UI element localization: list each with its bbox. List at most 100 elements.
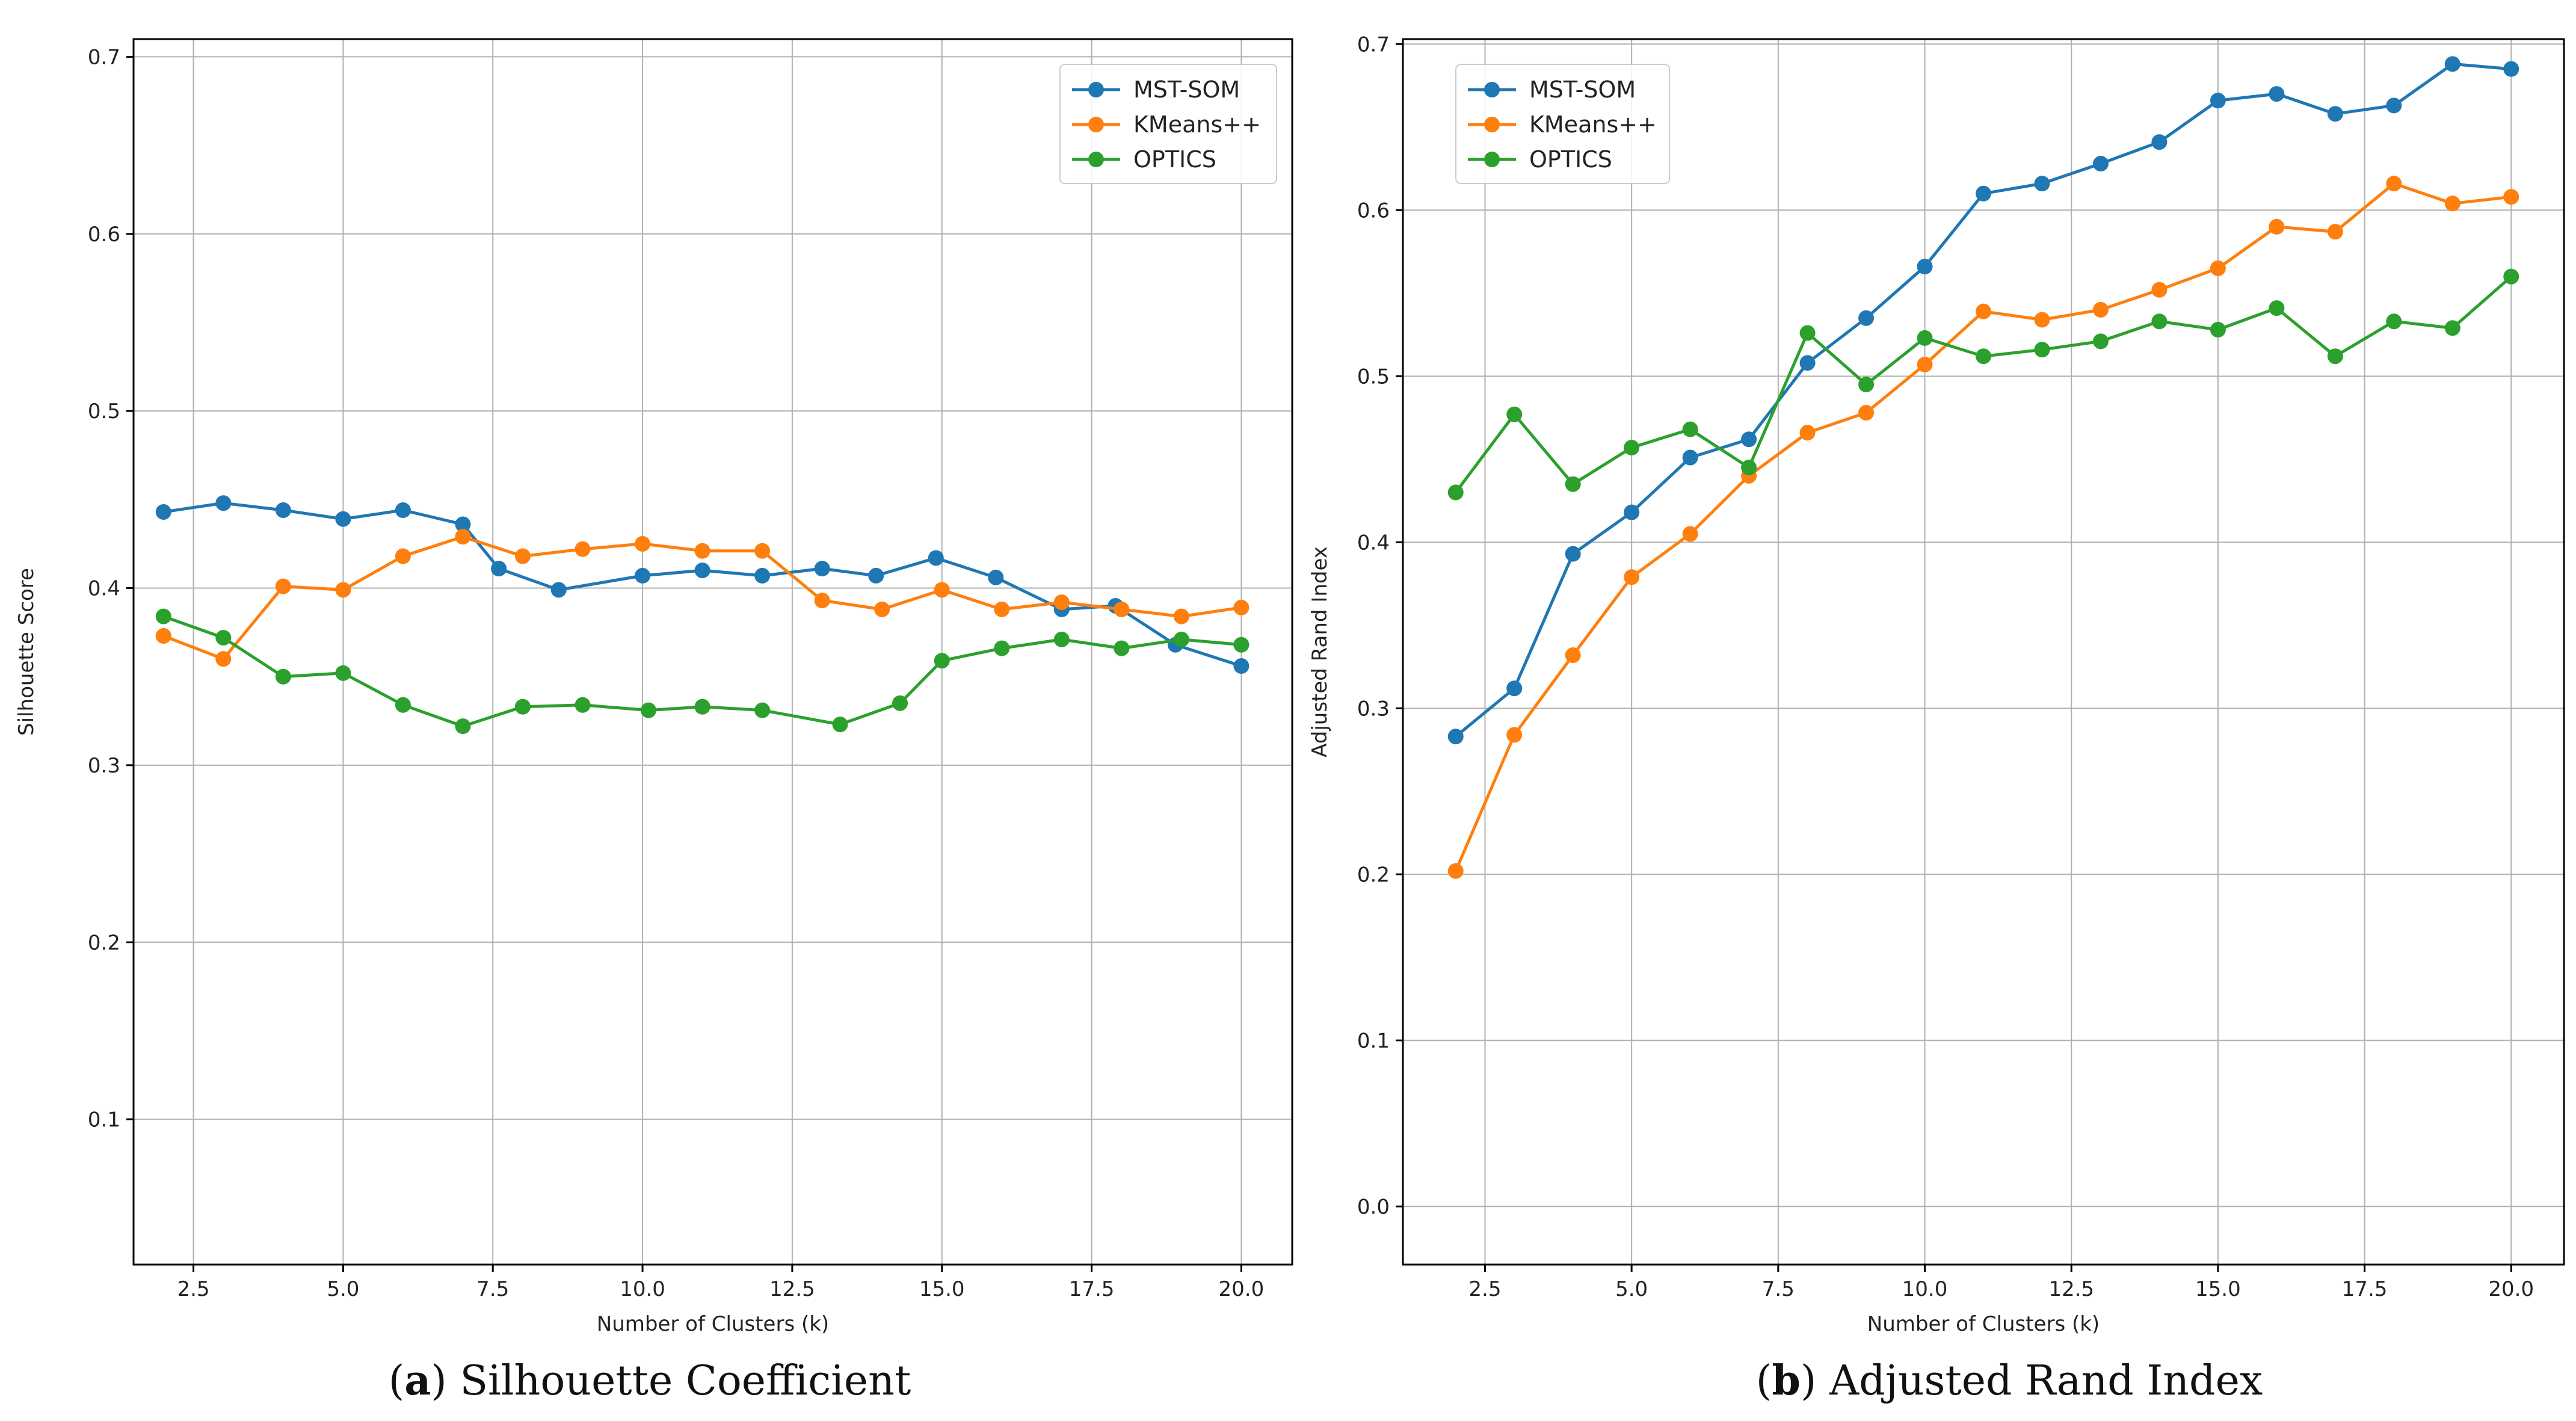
data-point-kmeans — [874, 601, 890, 617]
data-point-mst-som — [2092, 156, 2109, 172]
data-point-optics — [2327, 348, 2343, 365]
y-tick-label: 0.1 — [1357, 1029, 1390, 1053]
data-point-kmeans — [934, 582, 950, 598]
data-point-mst-som — [694, 563, 710, 579]
series-line-kmeans — [1454, 182, 2512, 872]
data-point-kmeans — [1447, 863, 1464, 879]
data-point-kmeans — [1506, 727, 1523, 743]
data-point-kmeans — [1917, 356, 1933, 372]
data-point-kmeans — [1682, 526, 1698, 542]
y-tick-label: 0.4 — [1357, 531, 1390, 555]
x-tick-label: 5.0 — [1615, 1277, 1648, 1301]
data-point-optics — [1624, 440, 1640, 455]
legend-label-optics: OPTICS — [1529, 146, 1612, 173]
data-point-kmeans — [215, 651, 232, 667]
data-point-optics — [2444, 320, 2460, 336]
data-point-optics — [892, 695, 908, 711]
plot-frame — [1402, 38, 2565, 1266]
data-point-mst-som — [814, 561, 830, 577]
legend-box — [1059, 64, 1277, 184]
y-tick-label: 0.5 — [88, 399, 120, 424]
data-point-optics — [934, 653, 950, 669]
data-point-mst-som — [988, 569, 1004, 585]
data-point-kmeans — [2034, 312, 2050, 328]
data-point-mst-som — [1799, 355, 1816, 371]
legend-swatch-marker-optics — [1484, 152, 1500, 167]
data-point-optics — [575, 697, 591, 713]
legend-box — [1455, 64, 1670, 184]
data-point-kmeans — [994, 601, 1010, 617]
data-point-mst-som — [2034, 176, 2050, 192]
data-point-optics — [2386, 313, 2402, 330]
legend-swatch-marker-optics — [1088, 152, 1104, 167]
data-point-optics — [1447, 484, 1464, 501]
data-point-kmeans — [2444, 196, 2460, 212]
data-point-mst-som — [1741, 431, 1757, 448]
caption-a-letter: a — [404, 1357, 431, 1405]
data-point-optics — [1114, 640, 1130, 656]
data-point-mst-som — [928, 550, 944, 566]
data-point-kmeans — [2503, 189, 2519, 205]
caption-a-text: Silhouette Coefficient — [460, 1357, 911, 1405]
chart-silhouette: 2.5 5.0 7.5 10.0 12.5 15.0 17.5 20.0 0.1 0.2 0.3 0.… — [14, 38, 1293, 1336]
data-point-optics — [1799, 325, 1816, 341]
data-point-mst-som — [2269, 86, 2285, 102]
data-point-kmeans — [1173, 608, 1189, 624]
data-point-mst-som — [868, 567, 884, 584]
data-point-optics — [754, 702, 771, 718]
legend-swatch-marker-kmeans — [1484, 117, 1500, 132]
caption-a: (a) Silhouette Coefficient — [388, 1357, 911, 1405]
data-point-optics — [215, 629, 232, 646]
legend-label-kmeans: KMeans++ — [1133, 111, 1261, 138]
data-point-optics — [2269, 300, 2285, 316]
data-point-optics — [1506, 406, 1523, 422]
legend-label-kmeans: KMeans++ — [1529, 111, 1657, 138]
data-point-optics — [1741, 460, 1757, 476]
data-point-kmeans — [2327, 224, 2343, 240]
data-point-mst-som — [275, 502, 291, 519]
data-point-mst-som — [2210, 93, 2226, 109]
data-point-mst-som — [1976, 185, 1991, 202]
data-point-mst-som — [2444, 56, 2460, 72]
data-point-optics — [832, 717, 848, 733]
data-point-kmeans — [1053, 594, 1070, 611]
data-point-mst-som — [1565, 546, 1581, 562]
data-point-optics — [2034, 342, 2050, 358]
data-point-kmeans — [335, 582, 351, 598]
data-point-kmeans — [2269, 218, 2285, 235]
data-point-kmeans — [2210, 260, 2226, 276]
data-point-optics — [155, 608, 171, 624]
x-tick-label: 15.0 — [2195, 1277, 2241, 1301]
x-tick-label: 20.0 — [2488, 1277, 2534, 1301]
data-point-kmeans — [1565, 647, 1581, 664]
data-point-mst-som — [2151, 134, 2168, 150]
data-point-optics — [2503, 268, 2519, 285]
y-tick-label: 0.6 — [88, 223, 120, 247]
y-tick-label: 0.1 — [88, 1108, 120, 1132]
legend-swatch-marker-mst-som — [1484, 82, 1500, 97]
data-point-kmeans — [1624, 569, 1640, 585]
data-point-kmeans — [814, 593, 830, 609]
data-point-kmeans — [754, 543, 771, 559]
y-tick-label: 0.0 — [1357, 1195, 1390, 1219]
y-tick-label: 0.4 — [88, 577, 120, 601]
data-point-optics — [275, 668, 291, 685]
caption-b: (b) Adjusted Rand Index — [1755, 1357, 2263, 1405]
data-point-mst-som — [2386, 97, 2402, 114]
data-point-kmeans — [2151, 282, 2168, 298]
data-point-mst-som — [1682, 449, 1698, 466]
x-tick-label: 17.5 — [2342, 1277, 2388, 1301]
x-tick-label: 12.5 — [2048, 1277, 2094, 1301]
legend-swatch-marker-mst-som — [1088, 82, 1104, 97]
x-tick-label: 10.0 — [1902, 1277, 1948, 1301]
data-point-optics — [2151, 313, 2168, 330]
caption-b-letter: b — [1772, 1357, 1801, 1405]
data-point-kmeans — [1976, 303, 1991, 319]
data-point-optics — [395, 697, 411, 713]
data-point-optics — [2092, 333, 2109, 350]
data-point-mst-som — [635, 567, 651, 584]
data-point-mst-som — [455, 516, 471, 532]
x-tick-label: 5.0 — [327, 1277, 359, 1301]
y-tick-label: 0.3 — [1357, 697, 1390, 721]
